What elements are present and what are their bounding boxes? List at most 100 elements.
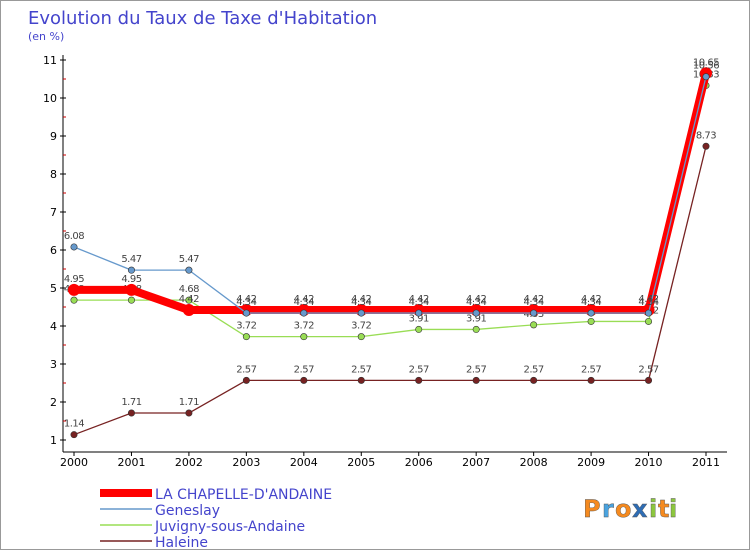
data-label: 2.57 — [638, 364, 658, 375]
legend: LA CHAPELLE-D'ANDAINEGeneslayJuvigny-sou… — [100, 487, 332, 550]
data-point — [645, 376, 653, 384]
data-label: 4.34 — [638, 297, 658, 308]
x-tick-label: 2001 — [117, 456, 145, 469]
series-1: 6.08 5.47 5.47 4.34 4.34 4.34 4.34 4.34 4.34 4.34… — [64, 61, 720, 317]
logo-letter: i — [669, 495, 677, 523]
data-label: 4.34 — [409, 297, 429, 308]
x-tick-label: 2000 — [60, 456, 88, 469]
y-tick-label: 1 — [50, 434, 57, 447]
chart-subtitle: (en %) — [28, 30, 64, 43]
data-point — [127, 296, 135, 304]
data-point — [70, 431, 78, 439]
data-point — [300, 333, 308, 341]
data-label: 1.71 — [121, 397, 141, 408]
data-label: 1.14 — [64, 419, 84, 430]
data-label: 3.72 — [351, 321, 371, 332]
x-tick-label: 2010 — [635, 456, 663, 469]
data-label: 4.34 — [351, 297, 371, 308]
y-tick-label: 3 — [50, 358, 57, 371]
chart-title: Evolution du Taux de Taxe d'Habitation — [28, 8, 377, 29]
data-point — [242, 333, 250, 341]
y-tick-label: 8 — [50, 168, 57, 181]
data-label: 4.42 — [294, 294, 314, 305]
data-point — [300, 376, 308, 384]
y-tick-label: 7 — [50, 206, 57, 219]
data-label: 4.95 — [64, 274, 84, 285]
data-label: 8.73 — [696, 130, 716, 141]
y-tick-label: 6 — [50, 244, 57, 257]
x-tick-label: 2011 — [692, 456, 720, 469]
data-label: 5.47 — [121, 254, 141, 265]
data-point — [70, 243, 78, 251]
y-tick-label: 9 — [50, 130, 57, 143]
data-label: 2.57 — [466, 364, 486, 375]
x-tick-label: 2005 — [347, 456, 375, 469]
data-label: 4.42 — [581, 294, 601, 305]
series-0: 4.95 4.95 4.42 4.42 4.42 4.42 4.42 4.42 4.42 4.42… — [64, 57, 720, 317]
data-label: 2.57 — [581, 364, 601, 375]
series-line — [73, 146, 707, 436]
data-point — [415, 325, 423, 333]
x-tick-label: 2006 — [405, 456, 433, 469]
x-tick-label: 2002 — [175, 456, 203, 469]
data-point — [587, 317, 595, 325]
x-tick-label: 2004 — [290, 456, 318, 469]
data-label: 2.57 — [524, 364, 544, 375]
data-label: 3.72 — [294, 321, 314, 332]
legend-label: LA CHAPELLE-D'ANDAINE — [155, 487, 332, 503]
logo-letter: x — [632, 495, 648, 523]
series-3: 1.14 1.71 1.71 2.57 2.57 2.57 2.57 2.57 2.57 2.57… — [64, 130, 717, 439]
data-point — [185, 266, 193, 274]
data-label: 3.91 — [409, 313, 429, 324]
legend-label: Juvigny-sous-Andaine — [154, 519, 305, 535]
y-tick-label: 5 — [50, 282, 57, 295]
data-label: 2.57 — [294, 364, 314, 375]
data-label: 6.08 — [64, 231, 84, 242]
logo-letter: r — [602, 495, 614, 523]
data-point — [415, 376, 423, 384]
data-label: 4.42 — [351, 294, 371, 305]
data-point — [70, 296, 78, 304]
data-label: 4.42 — [179, 294, 199, 305]
data-point — [182, 304, 195, 317]
data-point — [415, 309, 423, 317]
data-label: 2.57 — [236, 364, 256, 375]
logo-letter: P — [583, 495, 601, 523]
data-label: 4.42 — [466, 294, 486, 305]
data-point — [357, 376, 365, 384]
series-line — [74, 72, 710, 315]
data-label: 4.42 — [409, 294, 429, 305]
series-line — [73, 76, 707, 314]
data-point — [185, 409, 193, 417]
data-label: 3.91 — [466, 313, 486, 324]
data-label: 4.34 — [581, 297, 601, 308]
data-point — [587, 309, 595, 317]
data-point — [702, 73, 710, 81]
data-label: 4.34 — [294, 297, 314, 308]
data-label: 3.72 — [236, 321, 256, 332]
y-tick-label: 10 — [43, 92, 57, 105]
logo-letter: t — [658, 495, 669, 523]
data-point — [300, 309, 308, 317]
data-label: 4.42 — [524, 294, 544, 305]
data-point — [357, 333, 365, 341]
data-point — [530, 376, 538, 384]
logo-letter: i — [649, 495, 657, 523]
data-point — [127, 266, 135, 274]
data-point — [472, 325, 480, 333]
data-label: 1.71 — [179, 397, 199, 408]
data-label: 4.42 — [236, 294, 256, 305]
data-label: 10.65 — [693, 57, 719, 68]
data-point — [125, 283, 138, 296]
y-tick-label: 4 — [50, 320, 57, 333]
data-label: 2.57 — [351, 364, 371, 375]
data-point — [702, 142, 710, 150]
data-point — [357, 309, 365, 317]
data-point — [530, 321, 538, 329]
data-label: 4.34 — [524, 297, 544, 308]
data-point — [185, 296, 193, 304]
legend-label: Geneslay — [155, 503, 220, 519]
data-point — [645, 317, 653, 325]
data-label: 2.57 — [409, 364, 429, 375]
